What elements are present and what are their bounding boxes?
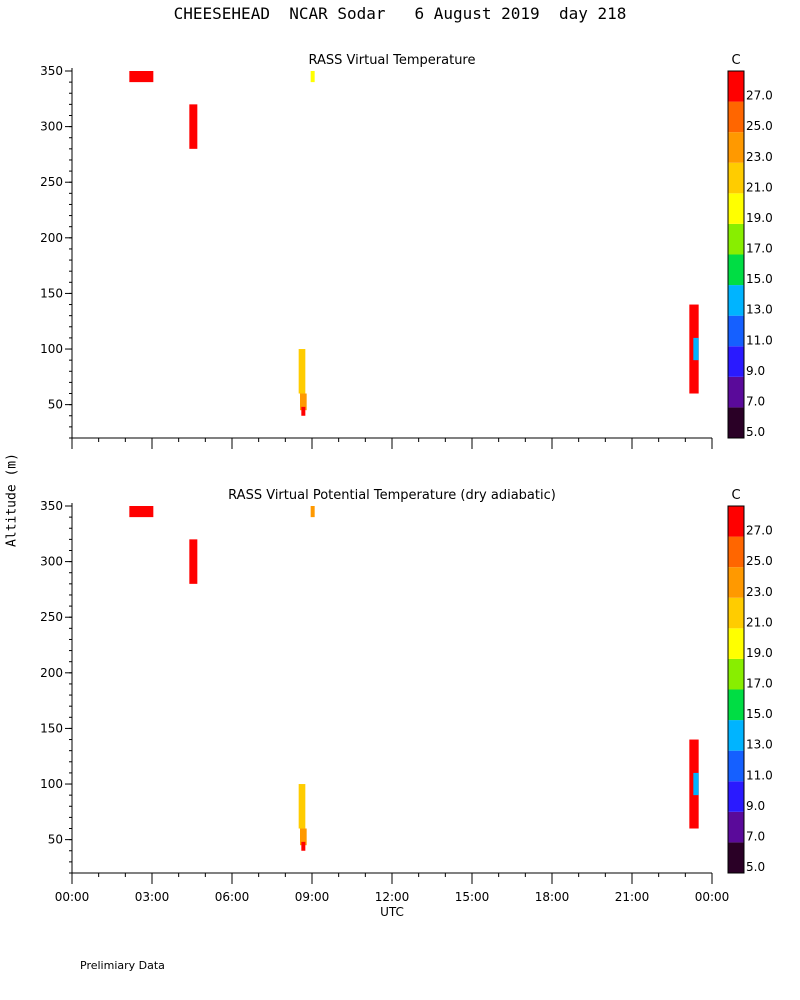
colorbar-label: 17.0 — [746, 677, 773, 691]
data-cell — [129, 506, 154, 518]
colorbar-swatch — [728, 315, 744, 347]
y-tick-label: 350 — [40, 64, 63, 78]
y-tick-label: 150 — [40, 286, 63, 300]
y-tick-label: 250 — [40, 175, 63, 189]
colorbar-label: 23.0 — [746, 585, 773, 599]
colorbar-label: 7.0 — [746, 829, 765, 843]
main-title: CHEESEHEAD NCAR Sodar 6 August 2019 day … — [173, 4, 627, 23]
y-tick-label: 300 — [40, 555, 63, 569]
colorbar-label: 15.0 — [746, 272, 773, 286]
data-cell — [300, 393, 307, 411]
x-tick-label: 06:00 — [215, 890, 250, 904]
x-tick-label: 09:00 — [295, 890, 330, 904]
colorbar-swatch — [728, 811, 744, 843]
colorbar-frame — [727, 505, 745, 874]
colorbar-label: 7.0 — [746, 394, 765, 408]
colorbar-swatch — [728, 162, 744, 194]
colorbar-label: 5.0 — [746, 860, 765, 874]
y-tick-label: 100 — [40, 342, 63, 356]
colorbar-swatch — [728, 628, 744, 659]
data-cell — [189, 539, 198, 584]
data-cell — [189, 104, 198, 149]
x-tick-label: 03:00 — [135, 890, 170, 904]
colorbar-label: 23.0 — [746, 150, 773, 164]
colorbar-swatch — [728, 223, 744, 255]
colorbar-unit: C — [731, 53, 740, 68]
y-tick-label: 250 — [40, 610, 63, 624]
colorbar-swatch — [728, 658, 744, 690]
x-tick-label: 12:00 — [375, 890, 410, 904]
colorbar-swatch — [728, 597, 744, 629]
colorbar-swatch — [728, 254, 744, 286]
colorbar-swatch — [728, 193, 744, 224]
colorbar-swatch — [728, 536, 744, 568]
panel-2: RASS Virtual Potential Temperature (dry … — [40, 488, 773, 919]
panel-title: RASS Virtual Temperature — [309, 53, 476, 68]
x-tick-label: 15:00 — [455, 890, 490, 904]
data-cell — [693, 772, 699, 796]
colorbar-swatch — [728, 720, 744, 751]
colorbar-swatch — [728, 689, 744, 721]
data-cell — [298, 784, 306, 829]
colorbar-swatch — [728, 750, 744, 782]
colorbar-swatch — [728, 285, 744, 316]
colorbar-swatch — [728, 781, 744, 812]
y-tick-label: 100 — [40, 777, 63, 791]
y-tick-label: 200 — [40, 666, 63, 680]
colorbar-frame — [727, 70, 745, 439]
data-cell — [301, 406, 306, 416]
colorbar-swatch — [728, 506, 744, 537]
colorbar-label: 9.0 — [746, 364, 765, 378]
colorbar-unit: C — [731, 488, 740, 503]
colorbar-label: 15.0 — [746, 707, 773, 721]
colorbar-swatch — [728, 132, 744, 163]
data-cell — [301, 841, 306, 851]
colorbar-label: 21.0 — [746, 615, 773, 629]
x-axis-title: UTC — [380, 905, 404, 919]
y-tick-label: 50 — [48, 833, 63, 847]
y-tick-label: 300 — [40, 120, 63, 134]
colorbar-swatch — [728, 567, 744, 598]
y-tick-label: 50 — [48, 398, 63, 412]
data-cell — [310, 506, 315, 518]
colorbar-label: 13.0 — [746, 303, 773, 317]
colorbar-swatch — [728, 842, 744, 873]
footer-note: Prelimiary Data — [80, 959, 165, 972]
y-tick-label: 150 — [40, 721, 63, 735]
colorbar-label: 19.0 — [746, 646, 773, 660]
colorbar-label: 19.0 — [746, 211, 773, 225]
colorbar-swatch — [728, 407, 744, 438]
data-cell — [693, 337, 699, 361]
panel-title: RASS Virtual Potential Temperature (dry … — [228, 488, 556, 503]
colorbar-swatch — [728, 71, 744, 102]
data-cell — [129, 71, 154, 83]
colorbar-label: 11.0 — [746, 333, 773, 347]
panel-1: RASS Virtual Temperature 50 100 150 200 250 30… — [40, 53, 773, 449]
colorbar: 5.0 7.0 9.0 11.0 13.0 15.0 17.0 19.0 21.0 23.0 25.… — [727, 53, 773, 439]
data-cell — [300, 828, 307, 846]
y-tick-label: 350 — [40, 499, 63, 513]
colorbar-label: 21.0 — [746, 180, 773, 194]
colorbar-label: 17.0 — [746, 242, 773, 256]
data-cell — [310, 71, 315, 83]
colorbar: 5.0 7.0 9.0 11.0 13.0 15.0 17.0 19.0 21.0 23.0 25.… — [727, 488, 773, 874]
colorbar-swatch — [728, 376, 744, 408]
x-tick-label: 21:00 — [615, 890, 650, 904]
colorbar-label: 25.0 — [746, 554, 773, 568]
x-tick-label: 00:00 — [55, 890, 90, 904]
x-tick-label: 18:00 — [535, 890, 570, 904]
colorbar-label: 11.0 — [746, 768, 773, 782]
x-tick-label: 00:00 — [695, 890, 730, 904]
colorbar-label: 9.0 — [746, 799, 765, 813]
colorbar-label: 27.0 — [746, 524, 773, 538]
data-cell — [298, 349, 306, 394]
colorbar-label: 13.0 — [746, 738, 773, 752]
colorbar-swatch — [728, 101, 744, 133]
y-tick-label: 200 — [40, 231, 63, 245]
colorbar-swatch — [728, 346, 744, 377]
colorbar-label: 5.0 — [746, 425, 765, 439]
colorbar-label: 25.0 — [746, 119, 773, 133]
colorbar-label: 27.0 — [746, 89, 773, 103]
